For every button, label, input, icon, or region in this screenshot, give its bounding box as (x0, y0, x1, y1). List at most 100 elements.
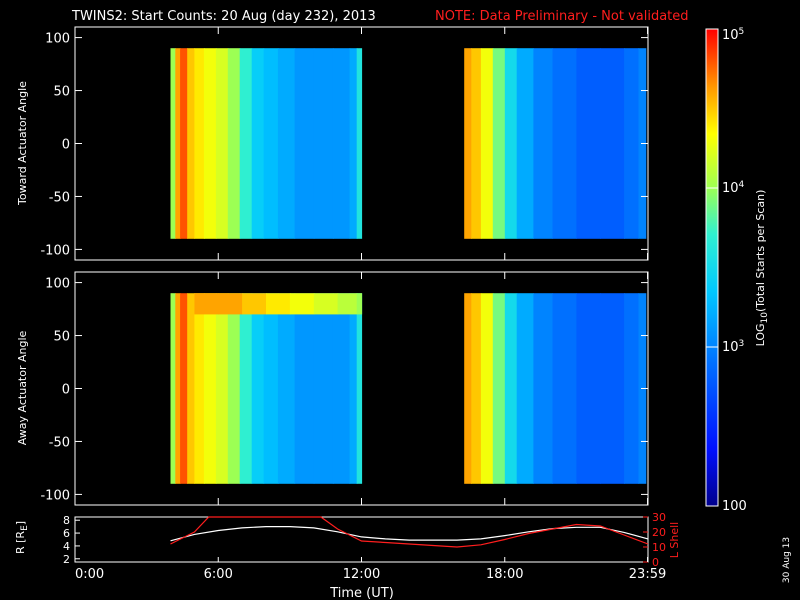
heatmap-cell (349, 293, 358, 484)
y-tick-label: 0 (62, 383, 70, 398)
y-tick-label: -50 (49, 190, 70, 205)
y2-tick-label: 20 (652, 526, 666, 539)
heatmap-cell (533, 48, 554, 239)
lshell-line (170, 516, 649, 548)
heatmap-cell (242, 293, 267, 315)
y-tick-label: 100 (45, 277, 70, 292)
heatmap-cell (600, 293, 625, 484)
orbit-y2-axis-label: L Shell (668, 522, 681, 558)
heatmap-cell (516, 293, 534, 484)
toward-y-ticks: 100 50 0 -50 -100 (40, 32, 648, 258)
heatmap-cell (624, 48, 639, 239)
heatmap-cell (576, 293, 601, 484)
x-tick-label: 0:00 (75, 567, 104, 582)
y-tick-label: 2 (63, 553, 70, 566)
colorbar-tick-label: 104 (722, 180, 745, 196)
heatmap-cell (251, 48, 265, 239)
heatmap-cell (289, 293, 315, 315)
heatmap-cell (170, 293, 176, 484)
toward-panel: 100 50 0 -50 -100 Toward Actuator Angle (16, 26, 649, 261)
date-stamp: 30 Aug 13 (782, 537, 792, 583)
heatmap-cell (187, 293, 195, 484)
heatmap-cell (504, 293, 518, 484)
y-tick-label: 0 (62, 138, 70, 153)
heatmap-cell (294, 293, 315, 484)
heatmap-cell (504, 48, 518, 239)
heatmap-cell (480, 293, 494, 484)
away-y-axis-label: Away Actuator Angle (16, 330, 29, 445)
heatmap-cell (180, 293, 188, 484)
heatmap-cell (263, 48, 279, 239)
y2-tick-label: 10 (652, 541, 666, 554)
heatmap-cell (313, 293, 339, 315)
colorbar-tick-label: 105 (722, 27, 744, 43)
heatmap-cell (552, 48, 577, 239)
y-tick-label: 6 (63, 527, 70, 540)
colorbar-gradient (706, 29, 718, 506)
orbit-lshell-ticks: 30 20 10 0 (643, 511, 666, 569)
heatmap-cell (170, 48, 176, 239)
heatmap-cell (356, 293, 363, 484)
heatmap-cell (251, 293, 265, 484)
heatmap-cell (175, 48, 181, 239)
heatmap-cell (215, 48, 229, 239)
heatmap-cell (516, 48, 534, 239)
y-tick-label: -100 (40, 488, 70, 503)
heatmap-cell (313, 48, 334, 239)
toward-heatmap (170, 48, 647, 239)
y2-tick-label: 0 (652, 556, 659, 569)
heatmap-cell (239, 48, 253, 239)
away-y-ticks: 100 50 0 -50 -100 (40, 277, 648, 503)
heatmap-cell (464, 293, 472, 484)
heatmap-cell (576, 48, 601, 239)
heatmap-cell (464, 48, 472, 239)
heatmap-cell (471, 48, 482, 239)
heatmap-cell (533, 293, 554, 484)
heatmap-cell (492, 48, 506, 239)
heatmap-cell (203, 48, 217, 239)
heatmap-cell (313, 293, 334, 484)
heatmap-cell (349, 48, 358, 239)
x-tick-label: 6:00 (204, 567, 233, 582)
y2-tick-label: 30 (652, 511, 666, 524)
away-x-ticks (74, 272, 649, 505)
heatmap-cell (277, 293, 296, 484)
heatmap-cell (227, 48, 241, 239)
heatmap-cell (180, 48, 188, 239)
toward-y-axis-label: Toward Actuator Angle (16, 81, 29, 206)
heatmap-cell (600, 48, 625, 239)
y-tick-label: 100 (45, 32, 70, 47)
heatmap-cell (187, 48, 195, 239)
orbit-lines (170, 516, 649, 548)
heatmap-cell (194, 48, 205, 239)
colorbar-label: LOG10(Total Starts per Scan) (754, 190, 770, 347)
heatmap-cell (471, 293, 482, 484)
orbit-panel-frame (74, 516, 649, 563)
heatmap-cell (215, 293, 229, 484)
heatmap-cell (624, 293, 639, 484)
heatmap-cell (194, 293, 205, 484)
y-tick-label: 4 (63, 540, 70, 553)
orbit-x-ticks: 0:00 6:00 12:00 18:00 23:59 (74, 557, 666, 582)
heatmap-cell (480, 48, 494, 239)
heatmap-cell (263, 293, 279, 484)
y-tick-label: 8 (63, 514, 70, 527)
heatmap-cell (332, 48, 351, 239)
y-tick-label: 50 (53, 330, 70, 345)
x-tick-label: 12:00 (343, 567, 380, 582)
heatmap-cell (356, 293, 363, 315)
heatmap-cell (218, 293, 243, 315)
radius-line (170, 526, 649, 542)
heatmap-cell (552, 293, 577, 484)
heatmap-cell (277, 48, 296, 239)
x-tick-label: 23:59 (629, 567, 666, 582)
away-heatmap (170, 293, 647, 484)
orbit-y-axis-label: R [RE] (14, 521, 30, 554)
colorbar-ticks: 105 104 103 100 (706, 27, 747, 514)
heatmap-cell (175, 293, 181, 484)
heatmap-cell (337, 293, 358, 315)
colorbar-tick-label: 100 (722, 499, 747, 514)
